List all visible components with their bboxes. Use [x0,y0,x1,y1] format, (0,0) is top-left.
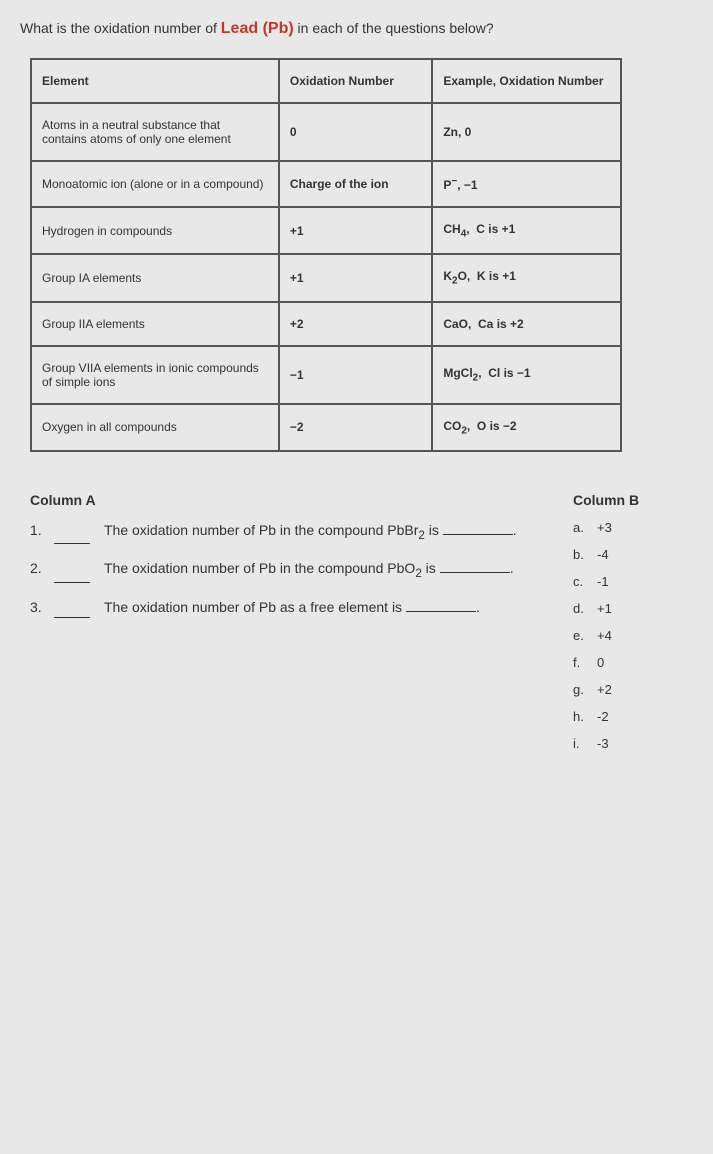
table-row: Hydrogen in compounds+1CH4, C is +1 [31,207,621,254]
table-body: Atoms in a neutral substance that contai… [31,103,621,451]
option-row: f.0 [573,655,683,670]
cell-example: CaO, Ca is +2 [432,302,621,346]
column-b-heading: Column B [573,492,683,508]
option-letter: g. [573,682,597,697]
header-element: Element [31,59,279,103]
option-row: h.-2 [573,709,683,724]
option-value: -4 [597,547,609,562]
question-row: 2. The oxidation number of Pb in the comp… [30,558,573,582]
question-text: The oxidation number of Pb in the compou… [104,558,573,582]
question-number: 1. [30,520,54,544]
cell-element: Monoatomic ion (alone or in a compound) [31,161,279,207]
table-row: Group IIA elements+2CaO, Ca is +2 [31,302,621,346]
question-text: The oxidation number of Pb as a free ele… [104,597,573,618]
cell-oxnum: −1 [279,346,432,404]
question-prompt: What is the oxidation number of Lead (Pb… [20,20,693,38]
column-a-items: 1. The oxidation number of Pb in the comp… [30,520,573,618]
option-row: a.+3 [573,520,683,535]
cell-example: Zn, 0 [432,103,621,161]
option-row: b.-4 [573,547,683,562]
option-letter: d. [573,601,597,616]
oxidation-rules-table: Element Oxidation Number Example, Oxidat… [30,58,622,452]
question-row: 1. The oxidation number of Pb in the comp… [30,520,573,544]
header-oxnum: Oxidation Number [279,59,432,103]
question-suffix: in each of the questions below? [294,20,494,36]
answer-blank[interactable] [54,558,90,582]
cell-oxnum: −2 [279,404,432,451]
question-text: The oxidation number of Pb in the compou… [104,520,573,544]
table-row: Monoatomic ion (alone or in a compound)C… [31,161,621,207]
option-letter: a. [573,520,597,535]
question-prefix: What is the oxidation number of [20,20,221,36]
column-a-heading: Column A [30,492,573,508]
option-letter: e. [573,628,597,643]
option-row: g.+2 [573,682,683,697]
option-row: d.+1 [573,601,683,616]
header-example: Example, Oxidation Number [432,59,621,103]
cell-oxnum: Charge of the ion [279,161,432,207]
question-number: 2. [30,558,54,582]
option-value: 0 [597,655,604,670]
cell-element: Hydrogen in compounds [31,207,279,254]
cell-element: Group IA elements [31,254,279,301]
cell-element: Group VIIA elements in ionic compounds o… [31,346,279,404]
cell-oxnum: +1 [279,254,432,301]
option-value: -2 [597,709,609,724]
table-row: Group VIIA elements in ionic compounds o… [31,346,621,404]
option-letter: i. [573,736,597,751]
cell-example: K2O, K is +1 [432,254,621,301]
cell-element: Atoms in a neutral substance that contai… [31,103,279,161]
cell-example: CO2, O is −2 [432,404,621,451]
option-letter: f. [573,655,597,670]
cell-oxnum: +1 [279,207,432,254]
cell-example: P−, −1 [432,161,621,207]
table-row: Group IA elements+1K2O, K is +1 [31,254,621,301]
option-value: -1 [597,574,609,589]
question-row: 3. The oxidation number of Pb as a free e… [30,597,573,618]
table-row: Atoms in a neutral substance that contai… [31,103,621,161]
option-row: e.+4 [573,628,683,643]
option-letter: b. [573,547,597,562]
question-number: 3. [30,597,54,618]
answer-blank[interactable] [54,520,90,544]
option-value: +1 [597,601,612,616]
column-a: Column A 1. The oxidation number of Pb in… [30,492,573,763]
question-highlight: Lead (Pb) [221,20,294,37]
answer-blank[interactable] [54,597,90,618]
option-letter: h. [573,709,597,724]
matching-columns: Column A 1. The oxidation number of Pb in… [20,492,693,763]
option-value: +4 [597,628,612,643]
option-letter: c. [573,574,597,589]
cell-element: Oxygen in all compounds [31,404,279,451]
cell-example: MgCl2, Cl is −1 [432,346,621,404]
option-value: -3 [597,736,609,751]
option-row: i.-3 [573,736,683,751]
column-b-options: a.+3b.-4c.-1d.+1e.+4f.0g.+2h.-2i.-3 [573,520,683,751]
table-row: Oxygen in all compounds−2CO2, O is −2 [31,404,621,451]
column-b: Column B a.+3b.-4c.-1d.+1e.+4f.0g.+2h.-2… [573,492,683,763]
cell-example: CH4, C is +1 [432,207,621,254]
cell-oxnum: +2 [279,302,432,346]
cell-oxnum: 0 [279,103,432,161]
option-value: +2 [597,682,612,697]
option-value: +3 [597,520,612,535]
table-header-row: Element Oxidation Number Example, Oxidat… [31,59,621,103]
cell-element: Group IIA elements [31,302,279,346]
option-row: c.-1 [573,574,683,589]
